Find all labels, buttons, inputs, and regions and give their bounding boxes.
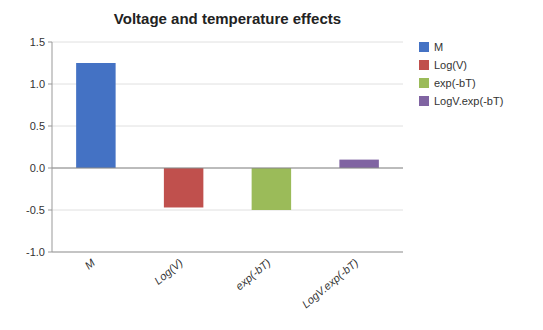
y-tick-label: -0.5 [26,204,45,216]
bar [252,168,291,210]
bars [76,63,379,210]
legend-label: M [434,41,443,53]
y-tick [48,42,52,43]
grid-line [52,42,403,43]
legend-label: Log(V) [434,59,467,71]
grid-line [52,210,403,211]
bar [76,63,115,168]
grid [52,42,403,252]
y-tick [48,168,52,169]
y-axis [52,42,53,252]
chart: -1.0 -0.5 0.0 0.5 1.0 1.5 M Log(V) exp(-bT) LogV.… [0,0,543,330]
x-tick-label: LogV.exp(-bT) [299,256,360,310]
bar [164,168,203,207]
y-tick [48,252,52,253]
grid-line [52,168,403,169]
legend-swatch [419,42,429,52]
x-axis [52,252,403,253]
y-tick-label: -1.0 [26,246,45,258]
y-tick [48,126,52,127]
bar [339,160,378,168]
legend-label: LogV.exp(-bT) [434,95,503,107]
legend-swatch [419,78,429,88]
legend-swatch [419,60,429,70]
legend-swatch [419,96,429,106]
x-tick-label: Log(V) [152,256,185,287]
x-tick-label: M [82,256,97,272]
y-tick-label: 1.0 [30,78,45,90]
y-tick-label: 0.0 [30,162,45,174]
title: Voltage and temperature effects [114,10,341,27]
y-tick [48,84,52,85]
grid-line [52,252,403,253]
legend-label: exp(-bT) [434,77,476,89]
zero-line [52,168,403,169]
y-tick-label: 0.5 [30,120,45,132]
x-tick-label: exp(-bT) [233,256,273,292]
legend: M Log(V) exp(-bT) LogV.exp(-bT) [419,41,503,107]
y-tick-label: 1.5 [30,36,45,48]
y-tick [48,210,52,211]
